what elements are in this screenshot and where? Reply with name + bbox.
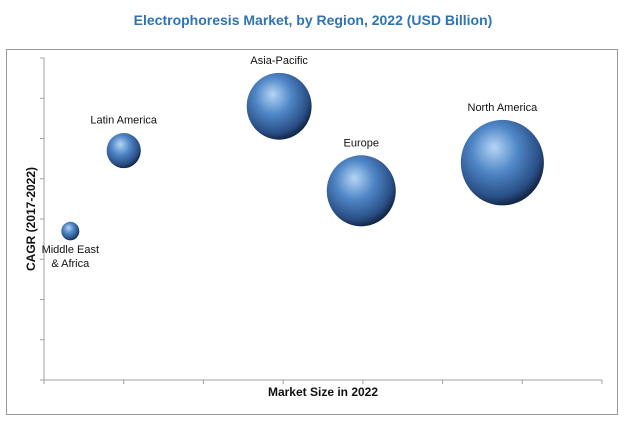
- bubble-mark: [460, 119, 544, 206]
- chart-title: Electrophoresis Market, by Region, 2022 …: [133, 12, 493, 28]
- bubble-label: & Africa: [51, 258, 90, 270]
- bubble-mark: [61, 221, 80, 241]
- bubble-group: Europe: [326, 137, 396, 227]
- bubble-label: Middle East: [42, 244, 99, 256]
- bubble-group: Latin America: [90, 114, 158, 169]
- bubble-label: Europe: [344, 137, 379, 149]
- y-axis-label: CAGR (2017-2022): [24, 167, 38, 271]
- bubble-mark: [246, 72, 312, 140]
- bubble-group: North America: [460, 102, 544, 206]
- bubble-label: Asia-Pacific: [250, 55, 308, 67]
- bubble-mark: [326, 155, 396, 227]
- bubble-group: Middle East & Africa: [42, 221, 99, 270]
- bubble-mark: [106, 132, 141, 169]
- chart-frame: [6, 49, 618, 415]
- bubble-group: Asia-Pacific: [246, 55, 312, 140]
- bubble-label: Latin America: [90, 114, 158, 126]
- bubble-label: North America: [468, 102, 539, 114]
- x-axis-label: Market Size in 2022: [268, 385, 378, 399]
